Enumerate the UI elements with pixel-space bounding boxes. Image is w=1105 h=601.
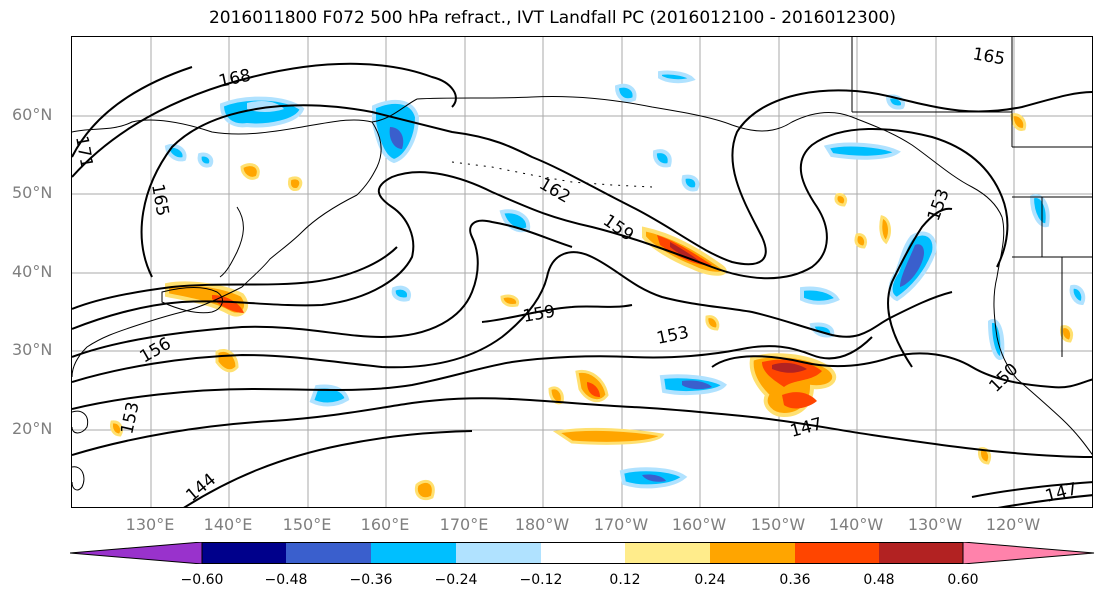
colorbar-tick: −0.12 [519,572,563,588]
colorbar-bin [710,542,795,564]
colorbar-tick: 0.24 [694,572,726,588]
latitude-label-30n: 30°N [12,340,53,359]
longitude-label-150e: 150°E [282,515,332,534]
contour-label: 147 [788,414,825,442]
contour-label: 153 [117,400,143,436]
colorbar-bin [795,542,879,564]
colorbar-tick: 0.12 [609,572,641,588]
contour-label: 159 [599,211,637,246]
contour-label: 159 [521,302,556,327]
colorbar-bin [541,542,625,564]
contour-label: 168 [217,66,253,92]
longitude-label-140e: 140°E [203,515,253,534]
latitude-label-50n: 50°N [12,183,53,202]
colorbar-tick: −0.24 [434,572,478,588]
longitude-label-160w: 160°W [671,515,727,534]
contour-label: 153 [655,323,691,349]
colorbar-tick: 0.48 [863,572,895,588]
longitude-label-130w: 130°W [907,515,963,534]
contour-label: 153 [924,186,954,223]
colorbar [70,542,1096,564]
colorbar-tick: −0.36 [349,572,393,588]
longitude-label-130e: 130°E [125,515,175,534]
colorbar-tick: −0.60 [180,572,224,588]
longitude-label-180w: 180°W [514,515,570,534]
map-title: 2016011800 F072 500 hPa refract., IVT La… [208,8,896,28]
map-panel: 168 171 165 162 159 159 156 153 153 150 … [71,36,1093,508]
longitude-label-150w: 150°W [750,515,806,534]
latitude-label-20n: 20°N [12,419,53,438]
colorbar-tick: 0.60 [947,572,979,588]
colorbar-extend-low [70,542,203,564]
map-canvas: 168 171 165 162 159 159 156 153 153 150 … [72,37,1092,507]
contour-label: 150 [985,359,1022,396]
colorbar-bin [456,542,541,564]
refractivity-contours [72,62,1092,507]
longitude-label-160e: 160°E [360,515,410,534]
latitude-label-40n: 40°N [12,262,53,281]
longitude-label-140w: 140°W [828,515,884,534]
contour-label: 171 [72,134,96,169]
contour-label: 162 [536,174,574,208]
contour-label: 147 [1043,479,1080,507]
contour-label: 144 [182,470,220,506]
coastlines [72,37,1092,491]
contour-label: 165 [971,44,1006,69]
colorbar-bin [625,542,710,564]
colorbar-bin [879,542,963,564]
latitude-label-60n: 60°N [12,105,53,124]
shaded-anomalies [110,70,1086,501]
colorbar-tick: −0.48 [264,572,308,588]
longitude-label-170w: 170°W [593,515,649,534]
colorbar-bin [286,542,371,564]
colorbar-bin [371,542,456,564]
longitude-label-170e: 170°E [439,515,489,534]
colorbar-swatches [70,542,1095,564]
longitude-label-120w: 120°W [985,515,1041,534]
colorbar-extend-high [962,542,1095,564]
colorbar-tick: 0.36 [779,572,811,588]
colorbar-bin [202,542,286,564]
